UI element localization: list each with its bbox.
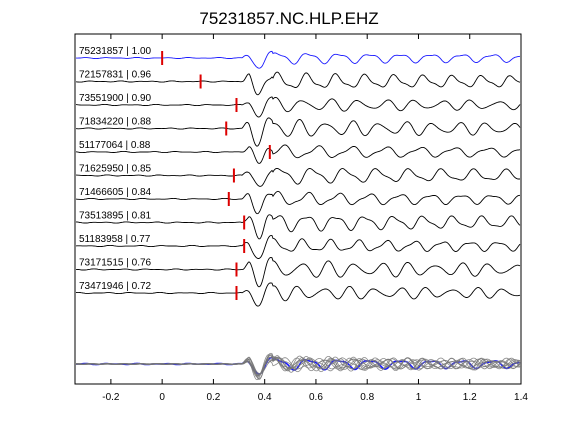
x-tick-label: -0.2 (102, 392, 120, 403)
x-tick-label: 0.4 (258, 392, 272, 403)
x-tick-label: 0 (159, 392, 165, 403)
x-tick-label: 1 (416, 392, 422, 403)
waveform-trace (75, 144, 521, 164)
x-tick-label: 0.2 (206, 392, 220, 403)
waveform-trace (75, 234, 521, 259)
waveform-trace (76, 167, 520, 187)
trace-label: 71625950 | 0.85 (79, 164, 152, 175)
traces-layer: 75231857 | 1.00 72157831 | 0.96 73551900 |… (75, 46, 521, 307)
stacked-trace (76, 354, 521, 377)
trace-label: 51177064 | 0.88 (79, 140, 151, 151)
waveform-trace (75, 214, 521, 240)
trace-label: 73171515 | 0.76 (79, 258, 152, 269)
trace-label: 73513895 | 0.81 (79, 211, 152, 222)
waveform-trace (76, 117, 521, 147)
waveform-trace (76, 257, 521, 288)
x-tick-label: 0.8 (360, 392, 374, 403)
waveform-trace (75, 71, 521, 96)
trace-label: 73551900 | 0.90 (79, 93, 152, 104)
x-axis: -0.2 0 0.2 0.4 0.6 0.8 1 1.2 1.4 (102, 34, 528, 403)
trace-label: 73471946 | 0.72 (79, 281, 152, 292)
trace-label: 72157831 | 0.96 (79, 70, 152, 81)
waveform-trace (76, 50, 521, 69)
x-tick-label: 0.6 (309, 392, 323, 403)
waveform-trace (75, 190, 521, 215)
stack-layer (75, 352, 521, 381)
x-tick-label: 1.2 (463, 392, 477, 403)
trace-label: 75231857 | 1.00 (79, 46, 152, 57)
chart-title: 75231857.NC.HLP.EHZ (199, 9, 378, 28)
axes-frame (74, 33, 522, 385)
trace-label: 71466605 | 0.84 (79, 187, 152, 198)
trace-label: 71834220 | 0.88 (79, 117, 152, 128)
waveform-trace (75, 96, 521, 118)
waveform-trace (75, 282, 521, 307)
trace-label: 51183958 | 0.77 (79, 234, 151, 245)
x-tick-label: 1.4 (514, 392, 528, 403)
